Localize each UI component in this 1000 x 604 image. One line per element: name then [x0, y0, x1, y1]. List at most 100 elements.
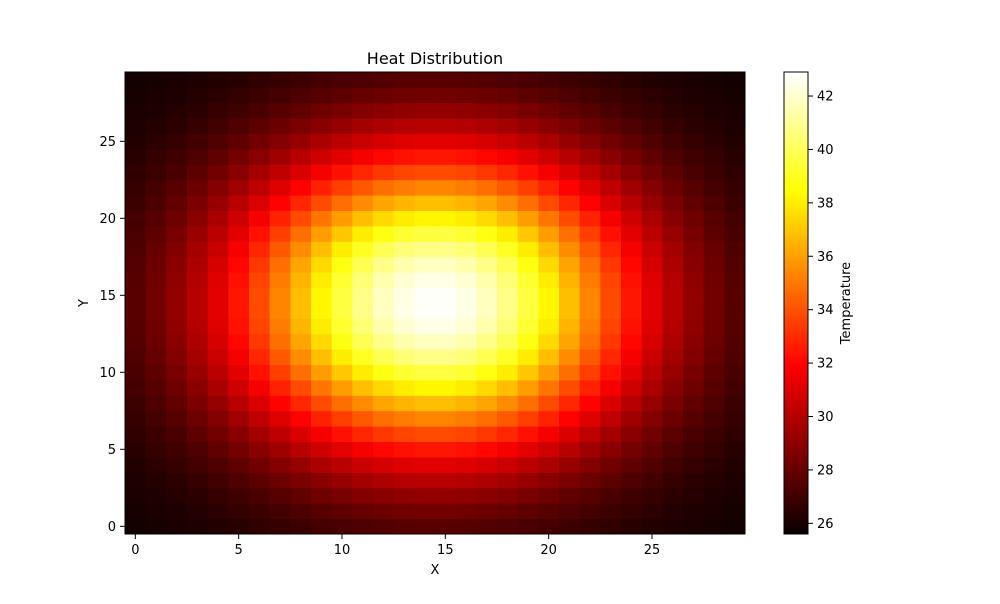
- heatmap-cell: [145, 72, 167, 88]
- heatmap-cell: [352, 472, 374, 489]
- heatmap-cell: [145, 380, 167, 396]
- heatmap-cell: [641, 272, 663, 288]
- heatmap-cell: [703, 164, 725, 181]
- colorbar-strip: [784, 352, 808, 355]
- heatmap-cell: [207, 102, 229, 119]
- heatmap-cell: [373, 503, 395, 519]
- heatmap-cell: [269, 364, 291, 381]
- heatmap-cell: [703, 333, 725, 350]
- heatmap-cell: [311, 133, 333, 150]
- heatmap-cell: [249, 349, 271, 365]
- heatmap-cell: [641, 179, 663, 196]
- heatmap-cell: [145, 118, 167, 134]
- heatmap-cell: [600, 410, 622, 427]
- colorbar: 26 28 30 32 34 36 38 40 42 Temperature: [783, 71, 854, 535]
- heatmap-cell: [373, 395, 395, 412]
- heatmap-cell: [683, 226, 705, 242]
- heatmap-cell: [269, 241, 291, 258]
- heatmap-cell: [703, 272, 725, 288]
- heatmap-cell: [559, 72, 581, 88]
- heatmap-cell: [497, 149, 519, 165]
- heatmap-cell: [414, 457, 436, 473]
- y-tick-label: 10: [99, 366, 116, 381]
- heatmap-cell: [435, 380, 457, 396]
- colorbar-strip: [784, 216, 808, 219]
- heatmap-cell: [414, 349, 436, 365]
- heatmap-cell: [352, 118, 374, 134]
- heatmap-cell: [641, 503, 663, 519]
- colorbar-strip: [784, 342, 808, 345]
- heatmap-cell: [497, 395, 519, 412]
- heatmap-cell: [352, 133, 374, 150]
- heatmap-cell: [476, 195, 498, 211]
- colorbar-strip: [784, 116, 808, 119]
- heatmap-cell: [559, 102, 581, 119]
- y-tick-label: 15: [99, 289, 116, 304]
- heatmap-cell: [579, 518, 601, 535]
- heatmap-cell: [476, 102, 498, 119]
- heatmap-cell: [166, 118, 188, 134]
- heatmap-cell: [517, 457, 539, 473]
- heatmap-cell: [621, 87, 643, 104]
- heatmap-cell: [621, 179, 643, 196]
- heatmap-cell: [703, 287, 725, 304]
- heatmap-cell: [641, 380, 663, 396]
- colorbar-strip: [784, 258, 808, 261]
- heatmap-cell: [187, 210, 209, 227]
- heatmap-cell: [290, 164, 312, 181]
- colorbar-strip: [784, 388, 808, 391]
- heatmap-cell: [166, 487, 188, 504]
- colorbar-strip: [784, 430, 808, 433]
- heatmap-cell: [125, 195, 147, 211]
- heatmap-cell: [641, 102, 663, 119]
- heatmap-cell: [207, 87, 229, 104]
- colorbar-strip: [784, 332, 808, 335]
- heatmap-cell: [414, 303, 436, 319]
- y-tick-label: 20: [99, 212, 116, 227]
- heatmap-cell: [393, 149, 415, 165]
- x-tick-label: 15: [437, 543, 454, 558]
- heatmap-cell: [538, 303, 560, 319]
- heatmap-cell: [373, 426, 395, 442]
- heatmap-cell: [187, 226, 209, 242]
- heatmap-cell: [497, 256, 519, 273]
- colorbar-strip: [784, 474, 808, 477]
- heatmap-cell: [476, 272, 498, 288]
- colorbar-strip: [784, 460, 808, 463]
- heatmap-cell: [641, 318, 663, 335]
- colorbar-strip: [784, 510, 808, 513]
- heatmap-cell: [600, 303, 622, 319]
- colorbar-strip: [784, 298, 808, 301]
- heatmap-cell: [476, 256, 498, 273]
- heatmap-cell: [393, 472, 415, 489]
- heatmap-cell: [249, 272, 271, 288]
- heatmap-cell: [621, 133, 643, 150]
- heatmap-cell: [414, 256, 436, 273]
- heatmap-cell: [393, 87, 415, 104]
- colorbar-strip: [784, 420, 808, 423]
- heatmap-cell: [331, 149, 353, 165]
- heatmap-cell: [393, 164, 415, 181]
- heatmap-cell: [641, 226, 663, 242]
- colorbar-strip: [784, 120, 808, 123]
- heatmap-cell: [249, 487, 271, 504]
- heatmap-cell: [703, 487, 725, 504]
- heatmap-cell: [145, 164, 167, 181]
- colorbar-strip: [784, 486, 808, 489]
- colorbar-strip: [784, 490, 808, 493]
- heatmap-cell: [290, 241, 312, 258]
- heatmap-cell: [476, 364, 498, 381]
- heatmap-cell: [125, 287, 147, 304]
- heatmap-cell: [662, 380, 684, 396]
- heatmap-cell: [249, 72, 271, 88]
- colorbar-strip: [784, 514, 808, 517]
- heatmap-cell: [269, 349, 291, 365]
- heatmap-cell: [249, 303, 271, 319]
- heatmap-cell: [559, 333, 581, 350]
- heatmap-cell: [331, 87, 353, 104]
- heatmap-cell: [683, 380, 705, 396]
- heatmap-cell: [579, 272, 601, 288]
- heatmap-cell: [393, 395, 415, 412]
- heatmap-cell: [600, 102, 622, 119]
